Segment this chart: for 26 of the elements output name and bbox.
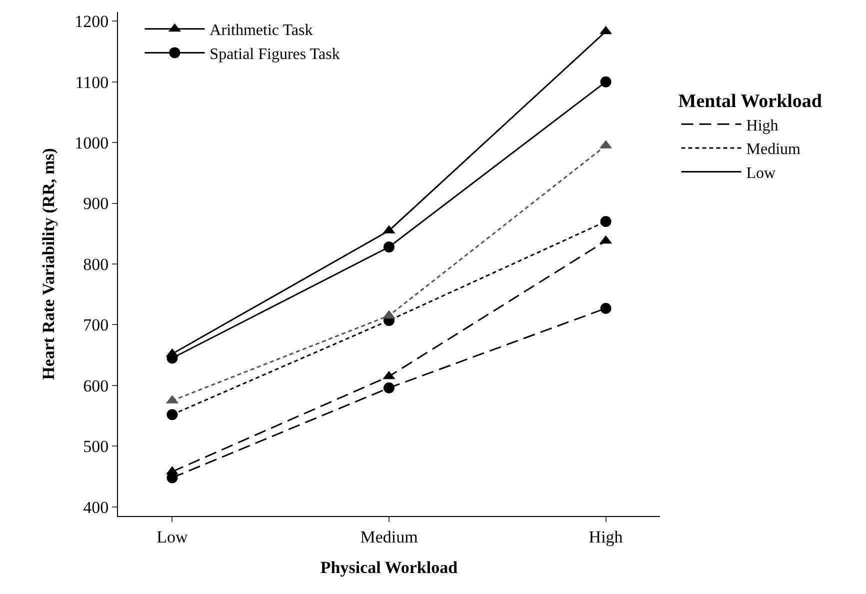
y-axis-title: Heart Rate Variability (RR, ms) — [39, 148, 58, 380]
point — [384, 242, 394, 252]
point — [600, 76, 612, 88]
legend-label: Arithmetic Task — [210, 22, 313, 40]
text: Medium — [746, 141, 802, 158]
y-tick-label: 1100 — [75, 72, 109, 92]
point — [600, 216, 612, 227]
y-tick-label: 400 — [83, 498, 109, 517]
x-axis-title: Physical Workload — [320, 558, 458, 577]
y-tick-label: 600 — [83, 376, 109, 396]
legend-title: Mental Workload — [678, 91, 822, 112]
point — [166, 409, 178, 420]
text: Low — [746, 165, 776, 182]
y-tick-label: 700 — [83, 316, 109, 335]
text: High — [746, 117, 778, 134]
point — [600, 302, 612, 314]
y-tick-label: 1200 — [74, 12, 109, 32]
y-tick-label: 1000 — [74, 134, 109, 152]
point — [384, 382, 394, 394]
x-tick-label: Medium — [360, 527, 418, 546]
x-tick-label: High — [588, 527, 624, 546]
x-tick-label: Low — [156, 527, 188, 546]
y-tick-label: 800 — [83, 254, 109, 274]
y-tick-label: 500 — [83, 437, 109, 456]
legend-label: Spatial Figures Task — [210, 46, 340, 63]
y-tick-label: 900 — [83, 194, 109, 214]
